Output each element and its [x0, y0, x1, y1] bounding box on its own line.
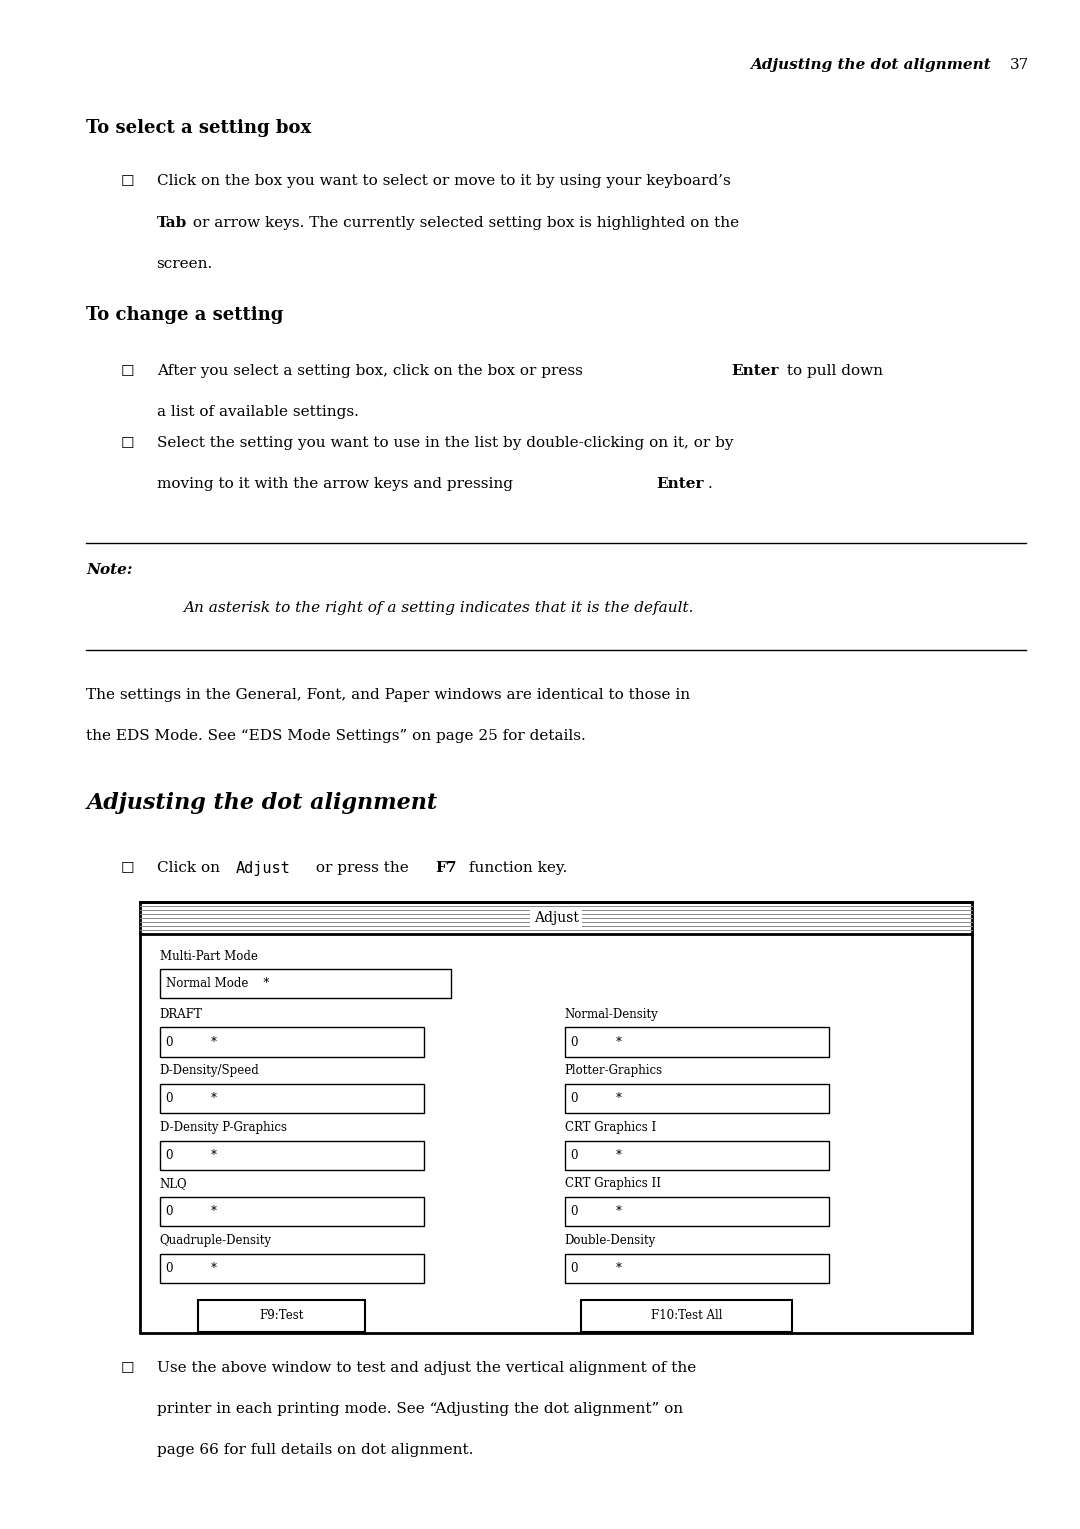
Bar [160, 969, 451, 998]
Bar [160, 1141, 424, 1170]
Text: 37: 37 [1010, 58, 1029, 72]
Text: Click on the box you want to select or move to it by using your keyboard’s: Click on the box you want to select or m… [157, 174, 730, 188]
Text: D-Density/Speed: D-Density/Speed [160, 1064, 259, 1078]
Text: Adjust: Adjust [534, 911, 579, 925]
Text: Adjust: Adjust [235, 861, 291, 876]
Bar [198, 1300, 365, 1332]
Bar [565, 1254, 829, 1283]
Bar [565, 1027, 829, 1057]
Text: 0          *: 0 * [166, 1261, 217, 1275]
Text: 0          *: 0 * [166, 1092, 217, 1105]
Bar [565, 1084, 829, 1113]
Text: Enter: Enter [657, 477, 704, 491]
Text: moving to it with the arrow keys and pressing: moving to it with the arrow keys and pre… [157, 477, 517, 491]
Bar [160, 1254, 424, 1283]
Text: Adjusting the dot alignment: Adjusting the dot alignment [751, 58, 991, 72]
Text: screen.: screen. [157, 257, 213, 271]
Text: 0          *: 0 * [571, 1261, 622, 1275]
Bar [160, 1197, 424, 1226]
Text: printer in each printing mode. See “Adjusting the dot alignment” on: printer in each printing mode. See “Adju… [157, 1402, 683, 1416]
Text: Double-Density: Double-Density [565, 1234, 656, 1248]
Bar [140, 902, 972, 1333]
Text: 0          *: 0 * [166, 1035, 217, 1049]
Text: Click on: Click on [157, 861, 225, 875]
Text: Select the setting you want to use in the list by double-clicking on it, or by: Select the setting you want to use in th… [157, 436, 733, 450]
Bar [581, 1300, 792, 1332]
Text: NLQ: NLQ [160, 1177, 188, 1191]
Text: a list of available settings.: a list of available settings. [157, 405, 359, 419]
Text: the EDS Mode. See “EDS Mode Settings” on page 25 for details.: the EDS Mode. See “EDS Mode Settings” on… [86, 729, 586, 743]
Text: 0          *: 0 * [571, 1035, 622, 1049]
Text: ☐: ☐ [121, 174, 135, 190]
Text: Normal-Density: Normal-Density [565, 1008, 659, 1021]
Text: To change a setting: To change a setting [86, 306, 284, 324]
Text: Enter: Enter [731, 364, 779, 378]
Text: to pull down: to pull down [782, 364, 883, 378]
Text: or press the: or press the [311, 861, 414, 875]
Text: D-Density P-Graphics: D-Density P-Graphics [160, 1121, 287, 1135]
Text: The settings in the General, Font, and Paper windows are identical to those in: The settings in the General, Font, and P… [86, 688, 690, 702]
Text: After you select a setting box, click on the box or press: After you select a setting box, click on… [157, 364, 588, 378]
Text: CRT Graphics I: CRT Graphics I [565, 1121, 656, 1135]
Bar [565, 1197, 829, 1226]
Text: 0          *: 0 * [571, 1148, 622, 1162]
Bar [160, 1027, 424, 1057]
Text: ☐: ☐ [121, 861, 135, 876]
Text: Quadruple-Density: Quadruple-Density [160, 1234, 272, 1248]
Bar [565, 1141, 829, 1170]
Bar [160, 1084, 424, 1113]
Text: ☐: ☐ [121, 436, 135, 451]
Text: Note:: Note: [86, 563, 133, 576]
Text: ☐: ☐ [121, 364, 135, 379]
Text: Use the above window to test and adjust the vertical alignment of the: Use the above window to test and adjust … [157, 1361, 696, 1375]
Text: or arrow keys. The currently selected setting box is highlighted on the: or arrow keys. The currently selected se… [188, 216, 739, 229]
Text: 0          *: 0 * [571, 1092, 622, 1105]
Text: page 66 for full details on dot alignment.: page 66 for full details on dot alignmen… [157, 1443, 473, 1457]
Text: 0          *: 0 * [166, 1148, 217, 1162]
Text: 0          *: 0 * [571, 1205, 622, 1219]
Text: F10:Test All: F10:Test All [650, 1309, 723, 1323]
Text: To select a setting box: To select a setting box [86, 119, 312, 138]
Text: function key.: function key. [464, 861, 568, 875]
Text: An asterisk to the right of a setting indicates that it is the default.: An asterisk to the right of a setting in… [184, 601, 694, 615]
Text: .: . [707, 477, 712, 491]
Text: ☐: ☐ [121, 1361, 135, 1376]
Text: CRT Graphics II: CRT Graphics II [565, 1177, 661, 1191]
Text: F7: F7 [435, 861, 457, 875]
Text: F9:Test: F9:Test [259, 1309, 303, 1323]
Text: Adjusting the dot alignment: Adjusting the dot alignment [86, 792, 437, 813]
Text: Multi-Part Mode: Multi-Part Mode [160, 950, 258, 963]
Text: Normal Mode    *: Normal Mode * [166, 977, 270, 991]
Text: DRAFT: DRAFT [160, 1008, 203, 1021]
Text: Plotter-Graphics: Plotter-Graphics [565, 1064, 663, 1078]
Text: 0          *: 0 * [166, 1205, 217, 1219]
Text: Tab: Tab [157, 216, 187, 229]
